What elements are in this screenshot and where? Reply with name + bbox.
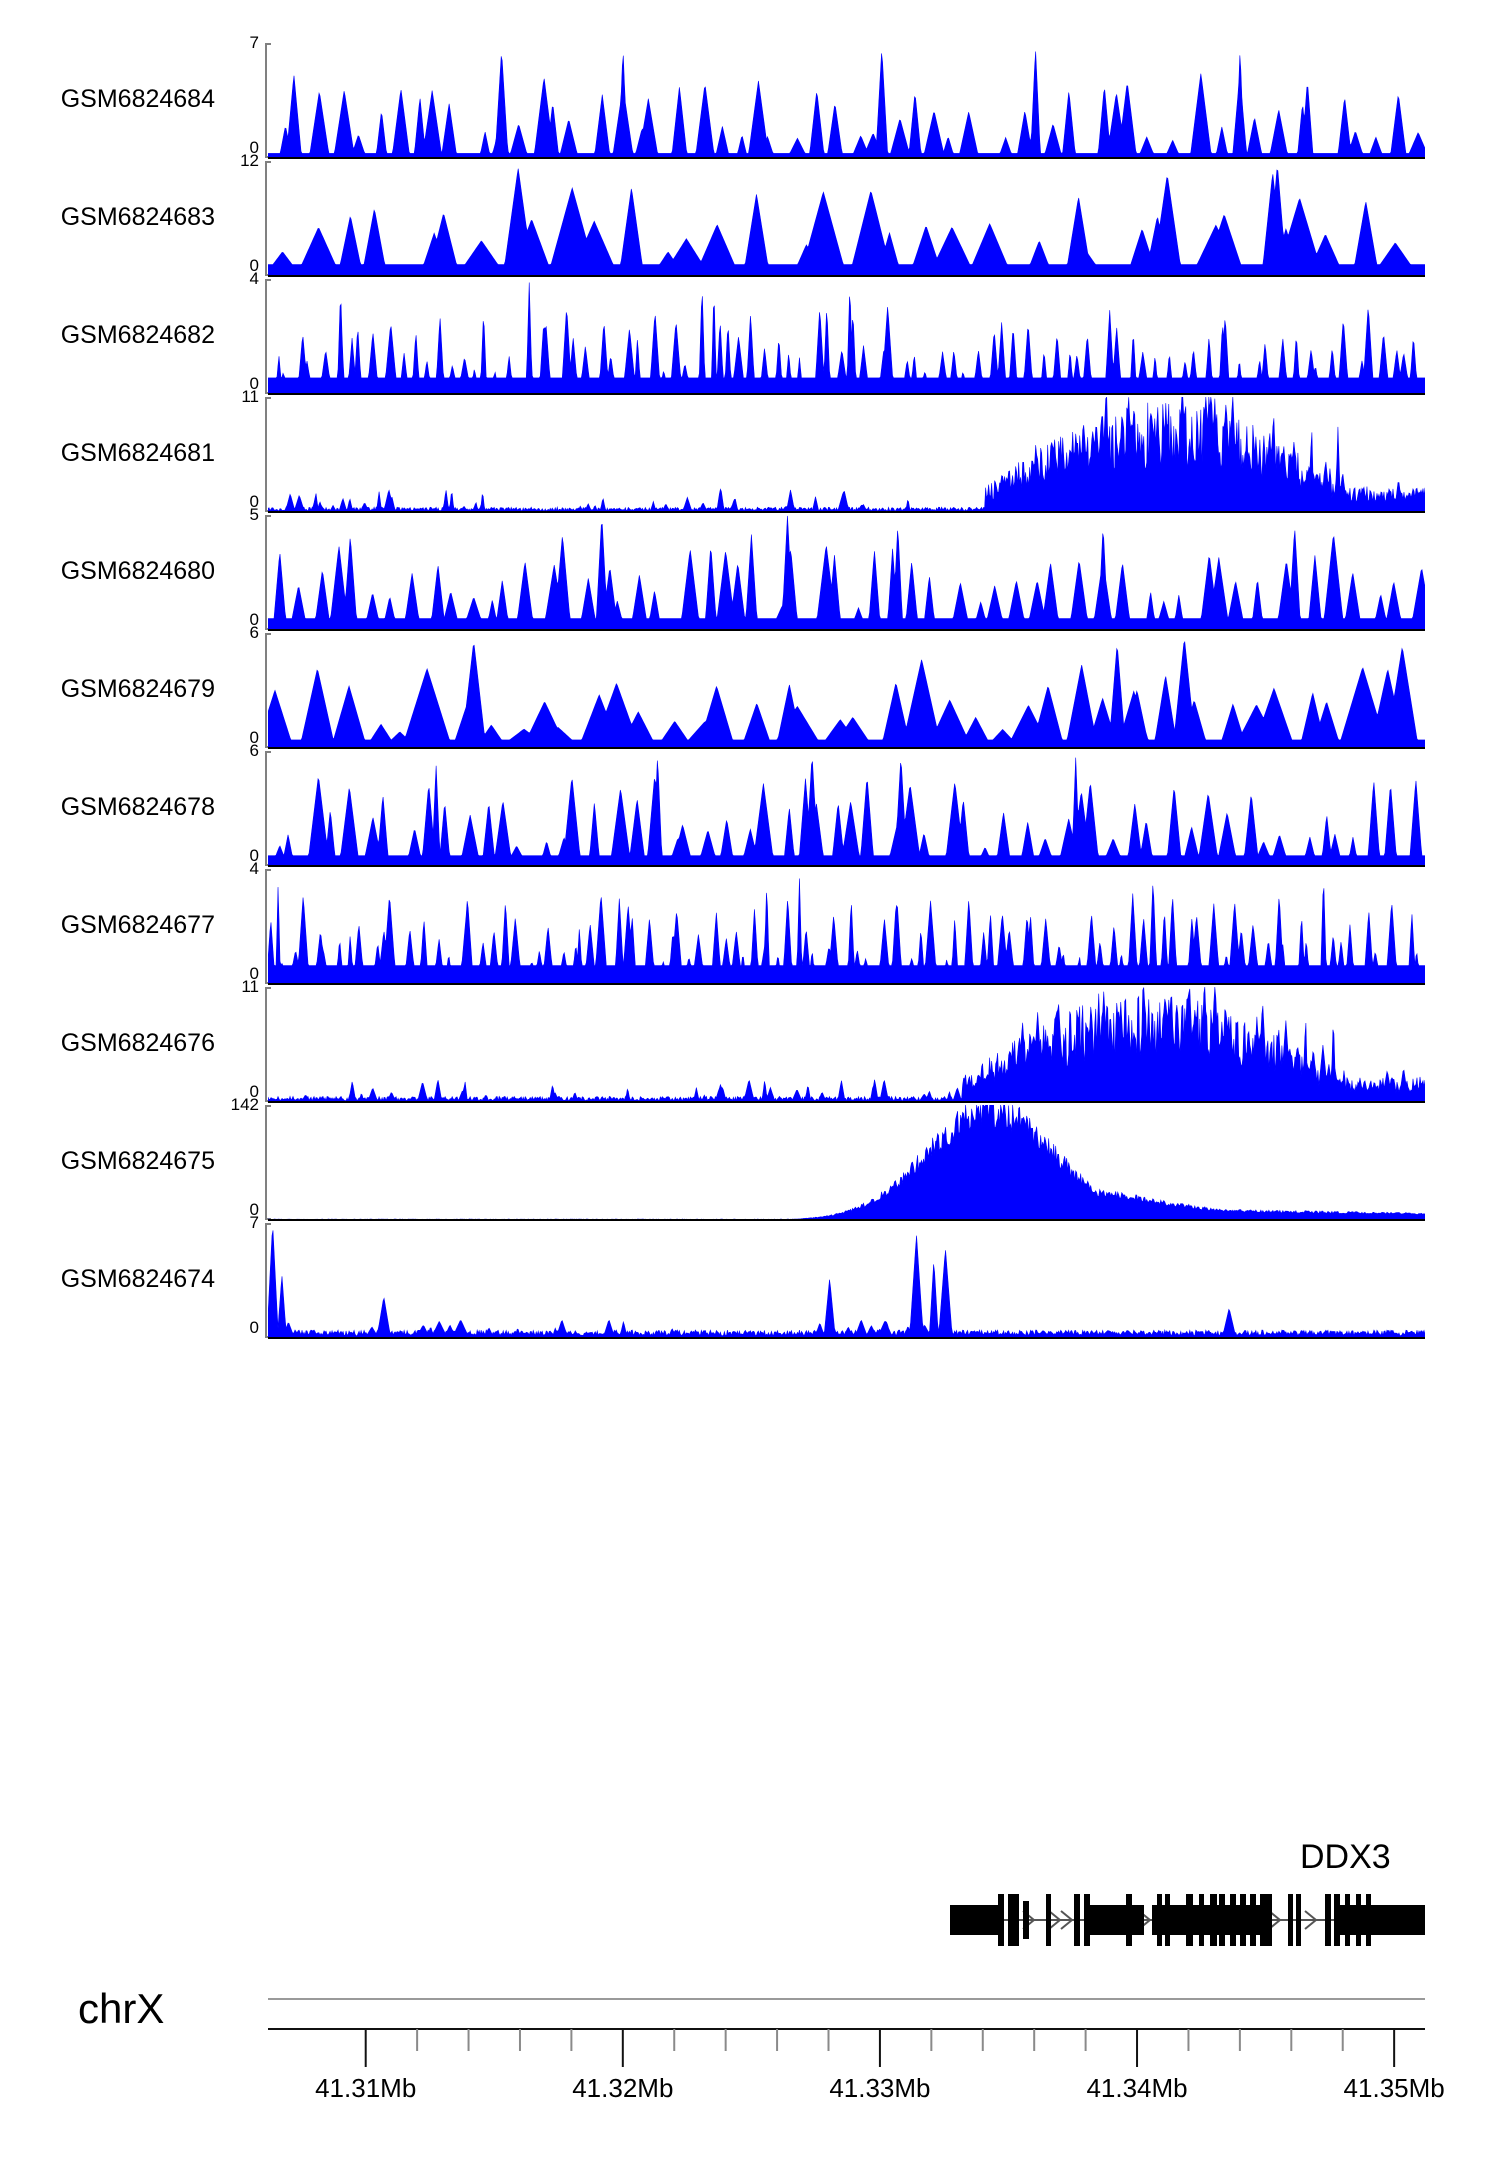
y-axis-max-label: 142 bbox=[230, 1095, 259, 1114]
coverage-track-gsm6824683[interactable]: GSM6824683 12 0 bbox=[0, 151, 1500, 278]
y-axis-max-label: 11 bbox=[241, 977, 259, 996]
coverage-signal-area bbox=[268, 397, 1425, 512]
gene-structure-svg[interactable] bbox=[0, 1878, 1500, 1968]
coverage-track-gsm6824678[interactable]: GSM6824678 6 0 bbox=[0, 741, 1500, 868]
genomic-coordinate-axis: chrX 41.31Mb 41.32Mb 41.33Mb 41.34Mb 41.35Mb bbox=[0, 1985, 1500, 2170]
coverage-track-gsm6824677[interactable]: GSM6824677 4 0 bbox=[0, 859, 1500, 986]
y-axis-max-label: 5 bbox=[249, 505, 259, 524]
coverage-track-gsm6824676[interactable]: GSM6824676 11 0 bbox=[0, 977, 1500, 1104]
track-baseline bbox=[268, 393, 1425, 395]
track-label: GSM6824678 bbox=[60, 793, 215, 821]
y-axis-min-label: 0 bbox=[249, 374, 259, 393]
y-axis-min-label: 0 bbox=[249, 256, 259, 275]
y-axis-min-label: 0 bbox=[249, 492, 259, 511]
coverage-signal-area bbox=[268, 633, 1425, 748]
coverage-track-gsm6824681[interactable]: GSM6824681 11 0 bbox=[0, 387, 1500, 514]
y-axis-min-label: 0 bbox=[249, 846, 259, 865]
gene-model-track: DDX3 bbox=[0, 1830, 1500, 1970]
axis-tick-label: 41.34Mb bbox=[1086, 2073, 1188, 2103]
track-baseline bbox=[268, 275, 1425, 277]
coverage-track-gsm6824684[interactable]: GSM6824684 7 0 bbox=[0, 33, 1500, 160]
y-axis-max-label: 6 bbox=[249, 623, 259, 642]
track-label: GSM6824682 bbox=[60, 321, 215, 349]
track-label: GSM6824677 bbox=[60, 911, 215, 939]
track-baseline bbox=[268, 1101, 1425, 1103]
coverage-signal-area bbox=[268, 1105, 1425, 1220]
coverage-track-gsm6824680[interactable]: GSM6824680 5 0 bbox=[0, 505, 1500, 632]
track-label: GSM6824683 bbox=[60, 203, 215, 231]
track-baseline bbox=[268, 157, 1425, 159]
coverage-track-gsm6824675[interactable]: GSM6824675 142 0 bbox=[0, 1095, 1500, 1222]
coverage-signal-area bbox=[268, 987, 1425, 1102]
y-axis-max-label: 4 bbox=[249, 859, 259, 878]
axis-tick-label: 41.31Mb bbox=[315, 2073, 417, 2103]
coverage-signal-area bbox=[268, 515, 1425, 630]
track-baseline bbox=[268, 865, 1425, 867]
y-axis-max-label: 7 bbox=[249, 1213, 259, 1232]
axis-tick-label: 41.32Mb bbox=[572, 2073, 674, 2103]
y-axis-max-label: 4 bbox=[249, 269, 259, 288]
y-axis-min-label: 0 bbox=[249, 964, 259, 983]
y-axis-max-label: 7 bbox=[249, 33, 259, 52]
track-label: GSM6824681 bbox=[60, 439, 215, 467]
coverage-signal-area bbox=[268, 751, 1425, 866]
chromosome-label: chrX bbox=[78, 1985, 165, 2032]
y-axis-min-label: 0 bbox=[249, 1082, 259, 1101]
axis-tick-label: 41.33Mb bbox=[829, 2073, 931, 2103]
y-axis-min-label: 0 bbox=[249, 610, 259, 629]
y-axis-max-label: 11 bbox=[241, 387, 259, 406]
track-label: GSM6824680 bbox=[60, 557, 215, 585]
y-axis-min-label: 0 bbox=[249, 728, 259, 747]
y-axis-min-label: 0 bbox=[249, 138, 259, 157]
coverage-track-gsm6824679[interactable]: GSM6824679 6 0 bbox=[0, 623, 1500, 750]
y-axis-min-label: 0 bbox=[249, 1318, 259, 1337]
track-label: GSM6824675 bbox=[60, 1147, 215, 1175]
y-axis-max-label: 6 bbox=[249, 741, 259, 760]
track-label: GSM6824676 bbox=[60, 1029, 215, 1057]
track-baseline bbox=[268, 511, 1425, 513]
track-baseline bbox=[268, 629, 1425, 631]
coverage-signal-area bbox=[268, 279, 1425, 394]
axis-ruler-svg[interactable] bbox=[0, 1995, 1500, 2075]
coverage-track-gsm6824674[interactable]: GSM6824674 7 0 bbox=[0, 1213, 1500, 1340]
coverage-signal-area bbox=[268, 869, 1425, 984]
coverage-signal-area bbox=[268, 1223, 1425, 1338]
track-baseline bbox=[268, 983, 1425, 985]
track-baseline bbox=[268, 747, 1425, 749]
y-axis-max-label: 12 bbox=[240, 151, 259, 170]
gene-name-label: DDX3 bbox=[1300, 1838, 1391, 1876]
coverage-track-gsm6824682[interactable]: GSM6824682 4 0 bbox=[0, 269, 1500, 396]
axis-tick-label: 41.35Mb bbox=[1343, 2073, 1445, 2103]
track-baseline bbox=[268, 1219, 1425, 1221]
track-label: GSM6824679 bbox=[60, 675, 215, 703]
track-label: GSM6824684 bbox=[60, 85, 215, 113]
y-axis-min-label: 0 bbox=[249, 1200, 259, 1219]
coverage-signal-area bbox=[268, 161, 1425, 276]
track-label: GSM6824674 bbox=[60, 1265, 215, 1293]
coverage-signal-area bbox=[268, 43, 1425, 158]
track-baseline bbox=[268, 1337, 1425, 1339]
